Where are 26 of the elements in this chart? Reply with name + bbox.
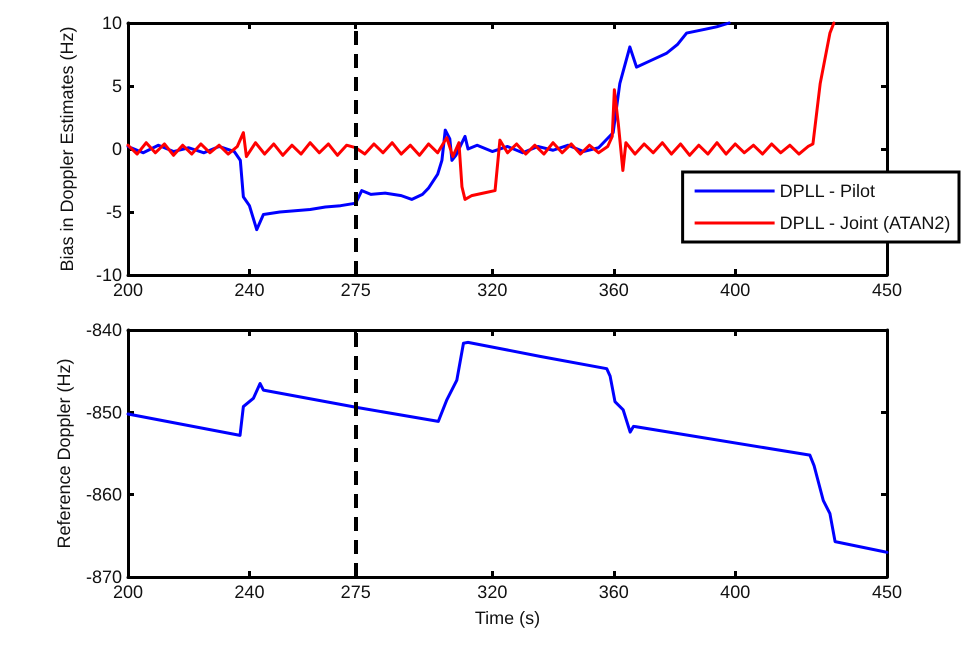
x-axis-title: Time (s) xyxy=(474,608,540,628)
x-tick-label: 450 xyxy=(872,582,902,602)
legend-label: DPLL - Joint (ATAN2) xyxy=(780,213,950,233)
x-tick-label: 360 xyxy=(598,280,629,300)
y-axis-title: Bias in Doppler Estimates (Hz) xyxy=(57,26,77,272)
x-tick-label: 400 xyxy=(720,280,750,300)
x-tick-label: 400 xyxy=(720,582,750,602)
x-tick-label: 320 xyxy=(477,582,508,602)
y-tick-label: 5 xyxy=(112,76,122,96)
y-tick-label: -840 xyxy=(86,320,122,340)
y-tick-label: -5 xyxy=(106,202,122,222)
y-tick-label: 10 xyxy=(102,13,122,33)
y-tick-label: 0 xyxy=(112,139,122,159)
y-tick-label: -860 xyxy=(86,484,122,505)
legend-label: DPLL - Pilot xyxy=(780,181,875,201)
x-tick-label: 360 xyxy=(598,582,629,602)
x-tick-label: 240 xyxy=(234,280,264,300)
line-series xyxy=(126,22,836,201)
y-tick-label: -850 xyxy=(86,402,122,422)
line-series xyxy=(126,340,888,554)
x-tick-label: 320 xyxy=(477,280,508,300)
x-tick-label: 275 xyxy=(340,280,371,300)
y-axis-title: Reference Doppler (Hz) xyxy=(54,358,74,549)
x-tick-label: 240 xyxy=(234,582,264,602)
x-tick-label: 450 xyxy=(872,280,902,300)
x-tick-label: 275 xyxy=(340,582,371,602)
